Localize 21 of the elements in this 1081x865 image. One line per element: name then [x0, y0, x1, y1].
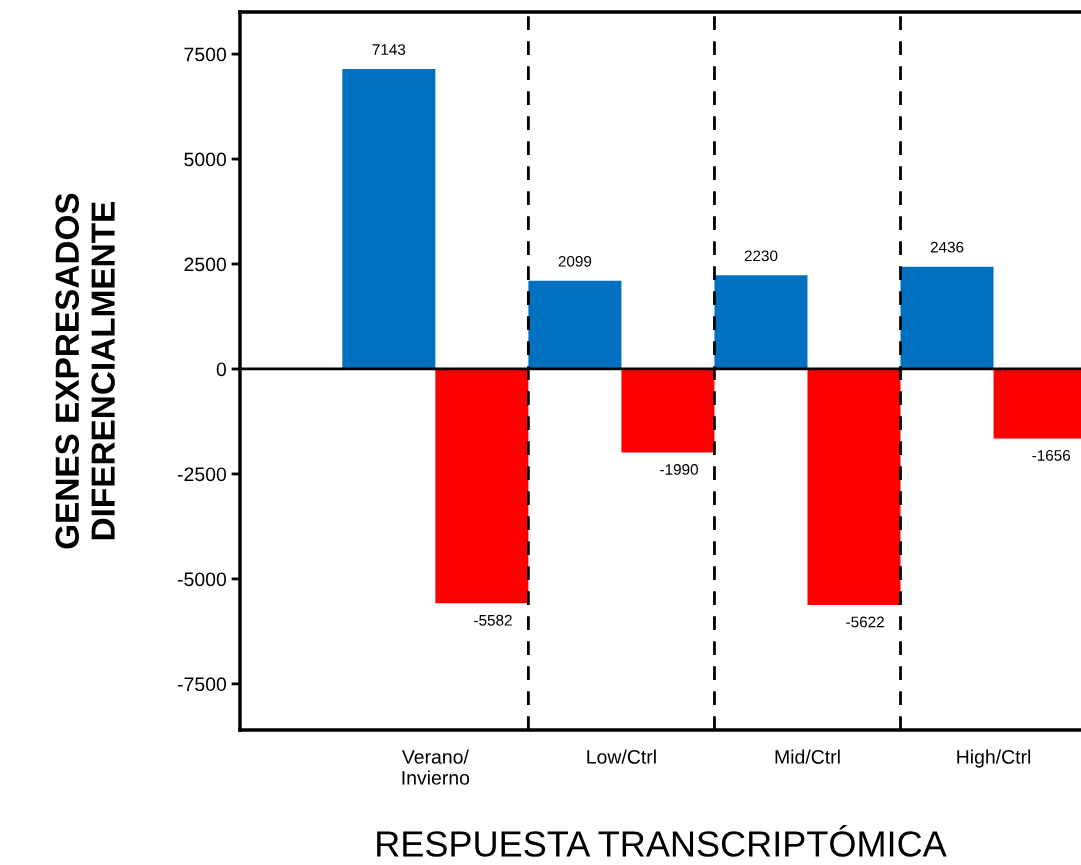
y-tick-label: 7500 — [184, 47, 227, 62]
y-tick-label: -2500 — [177, 467, 227, 482]
y-tick-label: 2500 — [184, 257, 227, 272]
x-axis-title: RESPUESTA TRANSCRIPTÓMICA — [377, 825, 947, 857]
y-tick-label: 5000 — [184, 152, 227, 167]
y-axis-title: GENES EXPRESADOS DIFERENCIALMENTE — [55, 193, 115, 549]
x-tick-label: High/Ctrl — [957, 749, 1031, 768]
y-tick-label: -7500 — [177, 677, 227, 692]
data-label: -5622 — [846, 616, 884, 628]
y-tick-label: -5000 — [177, 572, 227, 587]
data-label: 2230 — [744, 250, 778, 262]
data-label: -1990 — [660, 464, 698, 475]
data-label: 2436 — [930, 241, 964, 253]
data-label: -1656 — [1032, 450, 1071, 461]
x-tick-label: Verano/ Invierno — [401, 749, 470, 785]
x-tick-label: Low/Ctrl — [587, 749, 656, 764]
x-tick-label: Mid/Ctrl — [775, 749, 840, 764]
data-label: 7143 — [372, 44, 406, 55]
y-tick-label: 0 — [216, 362, 227, 377]
data-label: -5582 — [474, 614, 512, 626]
data-label: 2099 — [558, 255, 592, 267]
